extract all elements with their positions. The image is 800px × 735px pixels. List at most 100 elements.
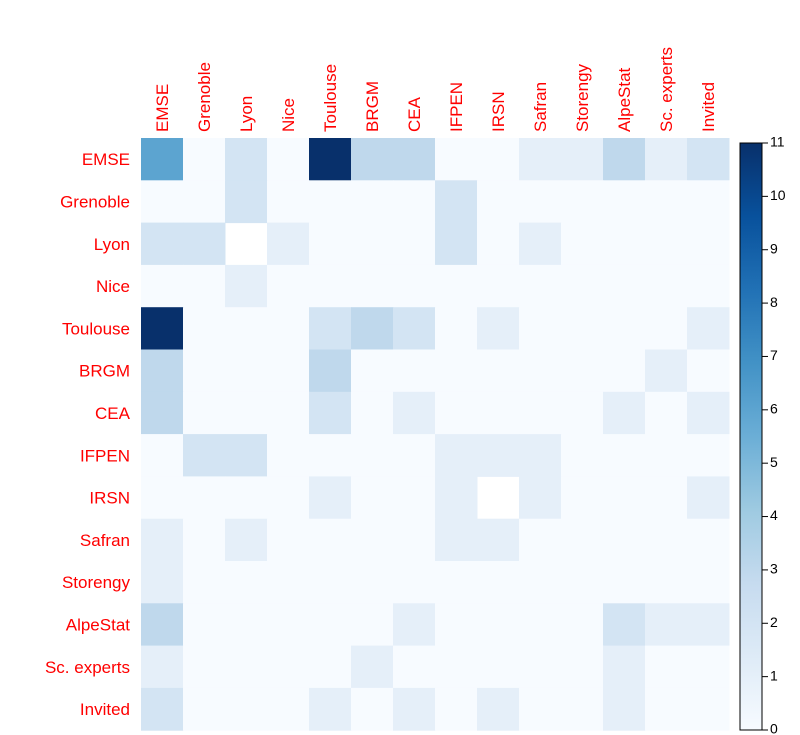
heatmap-cell bbox=[477, 561, 520, 604]
heatmap-cell bbox=[477, 518, 520, 562]
heatmap-cell bbox=[435, 518, 478, 562]
heatmap-cell bbox=[687, 307, 730, 350]
heatmap-cell bbox=[561, 434, 604, 477]
heatmap-cell bbox=[351, 307, 394, 350]
heatmap-cell bbox=[267, 476, 310, 520]
heatmap-cell bbox=[477, 645, 520, 689]
row-label: IFPEN bbox=[80, 446, 130, 465]
row-label: CEA bbox=[95, 404, 131, 423]
heatmap-cell bbox=[141, 180, 184, 224]
heatmap-cell bbox=[519, 434, 562, 477]
heatmap-cell bbox=[519, 307, 562, 350]
heatmap-cell bbox=[141, 138, 184, 181]
heatmap-cell bbox=[351, 391, 394, 435]
row-label: Toulouse bbox=[62, 319, 130, 338]
heatmap-cell bbox=[225, 434, 268, 477]
heatmap-cell bbox=[645, 222, 688, 266]
heatmap-cell bbox=[645, 349, 688, 393]
heatmap-cell bbox=[183, 180, 226, 224]
heatmap-cell bbox=[183, 687, 226, 731]
heatmap-cell bbox=[561, 264, 604, 308]
heatmap-cell bbox=[351, 687, 394, 731]
column-label: Sc. experts bbox=[657, 47, 676, 132]
heatmap-cell bbox=[603, 518, 646, 562]
heatmap-cell bbox=[477, 264, 520, 308]
heatmap-cell bbox=[519, 476, 562, 520]
heatmap-cell bbox=[141, 687, 184, 731]
heatmap-cell bbox=[561, 518, 604, 562]
heatmap-cell bbox=[645, 561, 688, 604]
heatmap-cell bbox=[309, 264, 352, 308]
heatmap-cell bbox=[519, 349, 562, 393]
heatmap-cell bbox=[687, 264, 730, 308]
heatmap-cell bbox=[603, 561, 646, 604]
heatmap-cell bbox=[645, 476, 688, 520]
color-bar-tick-label: 11 bbox=[770, 134, 785, 150]
heatmap-cell bbox=[687, 391, 730, 435]
row-label: IRSN bbox=[89, 489, 130, 508]
heatmap-cell bbox=[561, 138, 604, 181]
heatmap-cell bbox=[141, 603, 184, 647]
heatmap-cell bbox=[645, 264, 688, 308]
row-label: BRGM bbox=[79, 362, 130, 381]
heatmap-cell bbox=[183, 138, 226, 181]
heatmap-cell bbox=[351, 180, 394, 224]
heatmap-cell bbox=[477, 603, 520, 647]
heatmap-cell bbox=[435, 687, 478, 731]
heatmap-cell bbox=[351, 476, 394, 520]
heatmap-cell bbox=[477, 180, 520, 224]
heatmap-cell bbox=[351, 603, 394, 647]
heatmap-cell bbox=[603, 434, 646, 477]
row-label: Safran bbox=[80, 531, 130, 550]
heatmap-cell bbox=[435, 645, 478, 689]
heatmap-cell bbox=[435, 434, 478, 477]
heatmap-cell bbox=[309, 222, 352, 266]
heatmap-cell bbox=[267, 391, 310, 435]
heatmap-cell bbox=[393, 603, 436, 647]
heatmap-cells bbox=[141, 138, 730, 731]
column-label: Lyon bbox=[237, 96, 256, 132]
heatmap-cell bbox=[393, 391, 436, 435]
column-label: AlpeStat bbox=[615, 67, 634, 132]
heatmap-cell bbox=[183, 603, 226, 647]
heatmap-cell bbox=[141, 391, 184, 435]
color-bar-ticks: 0 1 2 3 4 5 6 7 8 9 10 11 bbox=[762, 134, 786, 735]
heatmap-cell bbox=[687, 434, 730, 477]
heatmap-cell bbox=[603, 138, 646, 181]
heatmap-cell bbox=[183, 222, 226, 266]
heatmap-cell bbox=[687, 476, 730, 520]
heatmap-cell bbox=[603, 222, 646, 266]
heatmap-cell bbox=[477, 138, 520, 181]
heatmap-cell bbox=[561, 349, 604, 393]
heatmap-cell bbox=[225, 307, 268, 350]
heatmap-cell bbox=[645, 687, 688, 731]
heatmap-cell bbox=[603, 687, 646, 731]
heatmap-cell bbox=[183, 264, 226, 308]
heatmap-cell bbox=[561, 687, 604, 731]
heatmap-cell bbox=[267, 307, 310, 350]
heatmap-cell bbox=[225, 476, 268, 520]
heatmap-cell bbox=[687, 561, 730, 604]
heatmap-cell bbox=[225, 645, 268, 689]
heatmap-cell bbox=[603, 645, 646, 689]
heatmap-cell bbox=[393, 349, 436, 393]
heatmap-cell bbox=[519, 561, 562, 604]
heatmap-cell bbox=[603, 264, 646, 308]
heatmap-cell bbox=[603, 349, 646, 393]
heatmap-cell bbox=[309, 645, 352, 689]
heatmap-cell bbox=[519, 603, 562, 647]
heatmap-cell bbox=[519, 138, 562, 181]
heatmap-cell bbox=[645, 434, 688, 477]
heatmap-cell bbox=[687, 687, 730, 731]
column-label: BRGM bbox=[363, 81, 382, 132]
color-bar-tick-label: 1 bbox=[770, 667, 778, 683]
heatmap-cell bbox=[561, 476, 604, 520]
column-label: CEA bbox=[405, 96, 424, 132]
heatmap-cell bbox=[141, 518, 184, 562]
heatmap-cell bbox=[687, 518, 730, 562]
heatmap-cell bbox=[645, 645, 688, 689]
heatmap-cell bbox=[687, 180, 730, 224]
heatmap-cell bbox=[687, 645, 730, 689]
heatmap-cell bbox=[225, 518, 268, 562]
